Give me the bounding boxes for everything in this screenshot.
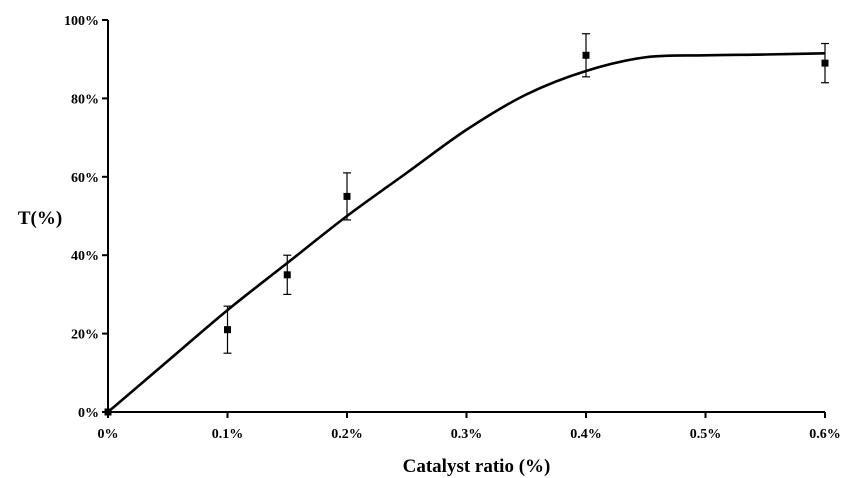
data-point: [224, 326, 231, 334]
x-tick-label: 0%: [98, 427, 119, 442]
data-point: [821, 59, 829, 67]
data-points: [104, 33, 829, 416]
y-tick-label: 0%: [78, 406, 99, 421]
data-point: [104, 408, 112, 416]
y-tick-label: 20%: [71, 328, 99, 343]
x-ticks: 0% 0.1% 0.2% 0.3% 0.4% 0.5% 0.6%: [98, 412, 841, 442]
data-point: [582, 51, 590, 59]
y-tick-label: 100%: [64, 14, 99, 29]
y-ticks: 0% 20% 40% 60% 80% 100%: [64, 14, 108, 421]
data-point: [283, 271, 291, 279]
x-tick-label: 0.1%: [212, 427, 244, 442]
x-tick-label: 0.4%: [570, 427, 602, 442]
y-axis-title: T(%): [18, 208, 62, 229]
fitted-curve: [107, 52, 826, 413]
y-tick-label: 40%: [71, 249, 99, 264]
x-tick-label: 0.5%: [690, 427, 722, 442]
data-point: [343, 192, 351, 200]
y-tick-label: 60%: [71, 171, 99, 186]
x-tick-label: 0.6%: [809, 427, 841, 442]
x-axis-title: Catalyst ratio (%): [403, 456, 551, 477]
y-tick-label: 80%: [71, 92, 99, 107]
axes: [107, 20, 825, 413]
x-tick-label: 0.3%: [451, 427, 483, 442]
x-tick-label: 0.2%: [331, 427, 363, 442]
